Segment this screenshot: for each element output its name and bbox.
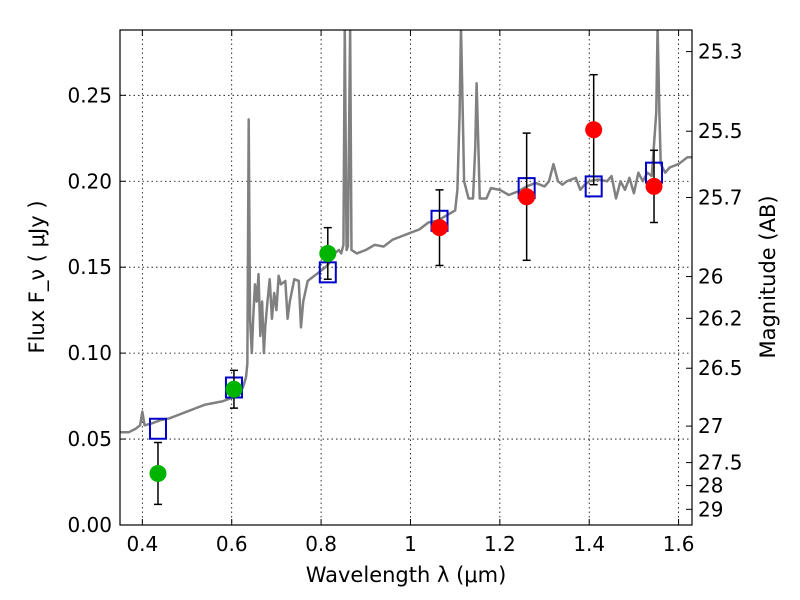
x-tick-label: 1.2 <box>484 532 516 556</box>
x-tick-label: 1.6 <box>663 532 695 556</box>
y-tick-label: 0.00 <box>67 513 112 537</box>
magnitude-tick-label: 29 <box>698 497 723 521</box>
observed-flux-point <box>149 464 167 482</box>
y2-axis-title: Magnitude (AB) <box>756 195 780 358</box>
x-tick-label: 0.4 <box>126 532 158 556</box>
observed-flux-point <box>319 244 337 262</box>
y-tick-label: 0.25 <box>67 83 112 107</box>
spectrum-line <box>120 30 692 434</box>
magnitude-tick-label: 26.2 <box>698 306 743 330</box>
data-series-group <box>120 30 692 506</box>
y-tick-label: 0.05 <box>67 427 112 451</box>
x-tick-label: 1 <box>404 532 417 556</box>
magnitude-tick-label: 25.5 <box>698 119 743 143</box>
y-axis-title: Flux F_ν ( μJy ) <box>25 200 50 353</box>
y-tick-label: 0.15 <box>67 255 112 279</box>
model-square-marker <box>148 417 167 440</box>
axes: 0.4 0.6 0.8 1 1.2 1.4 1.6 0.00 0.05 0.10 0.15 0.20 0… <box>67 30 743 556</box>
magnitude-tick-label: 27.5 <box>698 451 743 475</box>
observed-flux-point <box>518 188 536 206</box>
observed-flux-point <box>585 121 603 139</box>
x-tick-label: 0.6 <box>216 532 248 556</box>
magnitude-tick-label: 27 <box>698 414 723 438</box>
magnitude-tick-label: 25.7 <box>698 185 743 209</box>
observed-flux-point <box>431 219 449 237</box>
x-tick-label: 1.4 <box>573 532 605 556</box>
magnitude-tick-label: 26 <box>698 265 723 289</box>
y-tick-label: 0.20 <box>67 169 112 193</box>
observed-flux-point <box>225 380 243 398</box>
x-axis-title: Wavelength λ (μm) <box>306 563 507 587</box>
x-tick-label: 0.8 <box>305 532 337 556</box>
y-tick-label: 0.10 <box>67 341 112 365</box>
magnitude-tick-label: 26.5 <box>698 356 743 380</box>
observed-flux-point <box>645 177 663 195</box>
magnitude-tick-label: 25.3 <box>698 40 743 64</box>
plot-area <box>120 30 692 506</box>
magnitude-tick-label: 28 <box>698 474 723 498</box>
plot-frame <box>119 29 693 526</box>
